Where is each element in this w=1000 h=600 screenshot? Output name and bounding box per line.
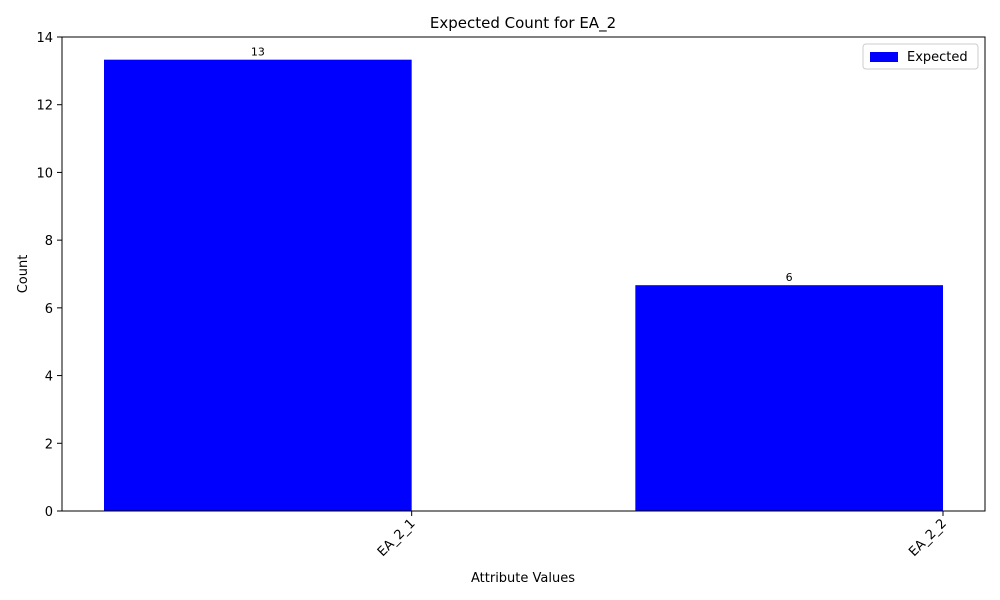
y-tick-label: 14 [36, 31, 53, 46]
y-tick-label: 12 [36, 99, 53, 114]
y-tick-label: 6 [45, 302, 53, 317]
y-axis-title: Count [16, 255, 31, 294]
y-tick-label: 2 [45, 437, 53, 452]
y-tick-label: 4 [45, 370, 53, 385]
y-tick-label: 8 [45, 234, 53, 249]
chart-title: Expected Count for EA_2 [430, 14, 616, 33]
y-tick-label: 0 [45, 505, 53, 520]
legend-label: Expected [907, 50, 968, 65]
bar-ea-2-2 [635, 285, 943, 511]
legend-box [862, 43, 979, 70]
axes-frame [61, 36, 986, 512]
legend-swatch [870, 52, 898, 62]
y-tick-label: 10 [36, 166, 53, 181]
x-axis-title: Attribute Values [471, 571, 575, 586]
data-label: 13 [251, 46, 265, 59]
data-label: 6 [786, 271, 793, 284]
legend: Expected [862, 43, 979, 70]
bar-ea-2-1 [104, 59, 412, 511]
